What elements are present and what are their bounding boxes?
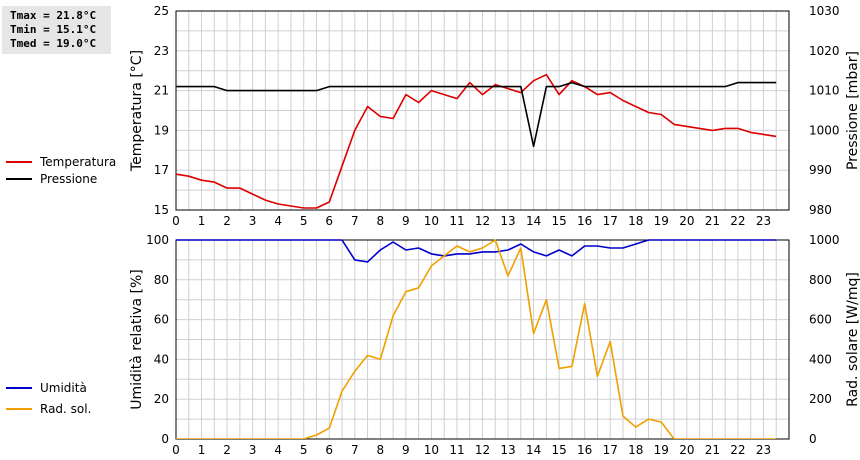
panel1-frame	[175, 10, 790, 211]
panel2-y2tick-label: 200	[809, 392, 832, 406]
panel1-xtick-label: 7	[351, 214, 359, 228]
panel1-xtick-label: 3	[249, 214, 257, 228]
panel1-xtick-label: 18	[628, 214, 643, 228]
panel1-ylabel: Temperatura [°C]	[129, 50, 145, 172]
panel2-ytick-label: 100	[146, 233, 169, 247]
panel2-ytick-label: 60	[154, 313, 169, 327]
panel1-xtick-label: 8	[377, 214, 385, 228]
legend-temperatura: Temperatura	[6, 154, 116, 170]
panel1-series-temperatura-line	[176, 73, 777, 209]
panel2-xtick-label: 23	[756, 443, 771, 457]
legend-temperatura-swatch	[6, 161, 32, 163]
panel2-xtick-label: 8	[377, 443, 385, 457]
panel2-ytick-label: 20	[154, 392, 169, 406]
panel1-y2tick-label: 1020	[809, 44, 840, 58]
panel2-xtick-label: 18	[628, 443, 643, 457]
panel2-xtick-label: 1	[198, 443, 206, 457]
panel2-xtick-label: 13	[500, 443, 515, 457]
legend-umidita: Umidità	[6, 380, 87, 396]
panel2-y2tick-label: 800	[809, 273, 832, 287]
legend-umidita-swatch	[6, 387, 32, 389]
panel2-y2label: Rad. solare [W/mq]	[845, 272, 860, 407]
panel1-xtick-label: 11	[449, 214, 464, 228]
legend-umidita-label: Umidità	[40, 381, 87, 395]
panel1-xtick-label: 4	[274, 214, 282, 228]
panel1-xtick-label: 22	[730, 214, 745, 228]
panel2-xtick-label: 20	[679, 443, 694, 457]
panel1-xtick-label: 2	[223, 214, 231, 228]
panel1-ytick-label: 19	[154, 123, 169, 137]
panel2-ylabel: Umidità relativa [%]	[129, 269, 145, 410]
panel1-xtick-label: 21	[705, 214, 720, 228]
panel2-xtick-label: 16	[577, 443, 592, 457]
panel1-xtick-label: 12	[475, 214, 490, 228]
panel2-y2tick-label: 0	[809, 432, 817, 446]
panel1-y2tick-label: 1000	[809, 123, 840, 137]
panel1-xtick-label: 20	[679, 214, 694, 228]
panel2-xtick-label: 2	[223, 443, 231, 457]
legend-radsol-label: Rad. sol.	[40, 402, 92, 416]
legend-pressione: Pressione	[6, 171, 97, 187]
stats-tmax: Tmax = 21.8°C	[10, 9, 97, 22]
panel1-xtick-label: 19	[654, 214, 669, 228]
panel1-xtick-label: 14	[526, 214, 541, 228]
panel1-ytick-label: 17	[154, 163, 169, 177]
panel2-xtick-label: 6	[325, 443, 333, 457]
panel1-xtick-label: 0	[172, 214, 180, 228]
panel1-y2label: Pressione [mbar]	[845, 51, 860, 170]
panel2-ytick-label: 80	[154, 273, 169, 287]
panel1-xtick-label: 23	[756, 214, 771, 228]
panel2-xtick-label: 17	[603, 443, 618, 457]
panel1-xtick-label: 16	[577, 214, 592, 228]
panel2-xtick-label: 9	[402, 443, 410, 457]
stats-tmed: Tmed = 19.0°C	[10, 37, 97, 50]
panel2-xtick-label: 11	[449, 443, 464, 457]
legend-temperatura-label: Temperatura	[40, 155, 117, 169]
panel2-series-umidit-line	[176, 239, 777, 263]
panel1-y2tick-label: 990	[809, 163, 832, 177]
panel1-xtick-label: 17	[603, 214, 618, 228]
panel2-ytick-label: 0	[161, 432, 169, 446]
panel2-xtick-label: 10	[424, 443, 439, 457]
panel1-xtick-label: 1	[198, 214, 206, 228]
panel2-xtick-label: 21	[705, 443, 720, 457]
panel2-xtick-label: 0	[172, 443, 180, 457]
panel1-xtick-label: 10	[424, 214, 439, 228]
panel2-xtick-label: 14	[526, 443, 541, 457]
panel2-xtick-label: 5	[300, 443, 308, 457]
panel1-xtick-label: 5	[300, 214, 308, 228]
panel1-y2tick-label: 1010	[809, 84, 840, 98]
panel2-xtick-label: 4	[274, 443, 282, 457]
stats-box: Tmax = 21.8°C Tmin = 15.1°C Tmed = 19.0°…	[2, 6, 111, 54]
panel1-ytick-label: 25	[154, 4, 169, 18]
panel1-xtick-label: 13	[500, 214, 515, 228]
panel1-y2tick-label: 980	[809, 203, 832, 217]
panel2-y2tick-label: 600	[809, 313, 832, 327]
panel2-xtick-label: 7	[351, 443, 359, 457]
panel1-ytick-label: 21	[154, 84, 169, 98]
panel2-xtick-label: 3	[249, 443, 257, 457]
panel2-frame	[175, 239, 790, 440]
legend-pressione-label: Pressione	[40, 172, 98, 186]
panel1-xtick-label: 9	[402, 214, 410, 228]
panel2-ytick-label: 40	[154, 352, 169, 366]
panel1-series-pressione-line	[176, 81, 777, 148]
panel2-y2tick-label: 1000	[809, 233, 840, 247]
legend-radsol-swatch	[6, 408, 32, 410]
panel1-y2tick-label: 1030	[809, 4, 840, 18]
panel2-xtick-label: 22	[730, 443, 745, 457]
legend-radsol: Rad. sol.	[6, 401, 91, 417]
panel2-xtick-label: 15	[551, 443, 566, 457]
panel2-series-rad-sol-line	[176, 239, 777, 439]
panel1-ytick-label: 23	[154, 44, 169, 58]
panel2-y2tick-label: 400	[809, 352, 832, 366]
panel1-xtick-label: 6	[325, 214, 333, 228]
stats-tmin: Tmin = 15.1°C	[10, 23, 97, 36]
panel2-xtick-label: 12	[475, 443, 490, 457]
panel2-xtick-label: 19	[654, 443, 669, 457]
panel1-ytick-label: 15	[154, 203, 169, 217]
panel1-xtick-label: 15	[551, 214, 566, 228]
legend-pressione-swatch	[6, 178, 32, 180]
